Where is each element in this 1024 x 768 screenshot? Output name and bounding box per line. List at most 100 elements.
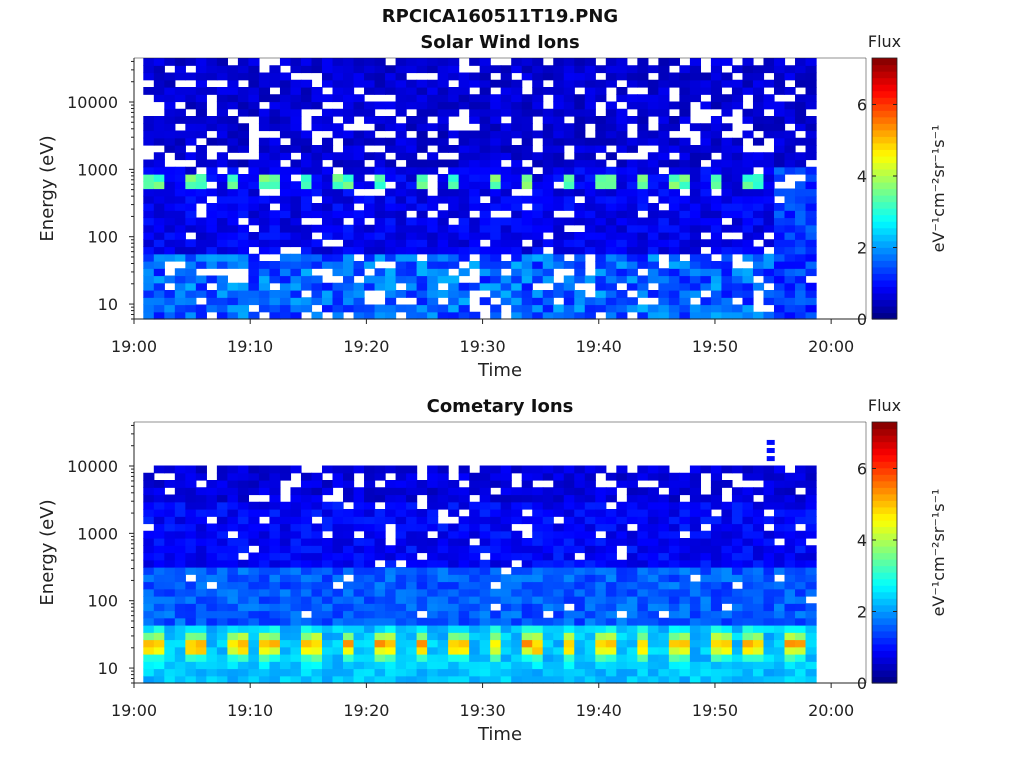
spectrogram-cell xyxy=(700,668,712,677)
spectrogram-cell xyxy=(237,509,250,517)
spectrogram-cell xyxy=(374,116,386,124)
spectrogram-cell xyxy=(458,282,470,291)
spectrogram-cell xyxy=(206,494,218,503)
spectrogram-cell xyxy=(374,166,386,175)
spectrogram-cell xyxy=(731,275,744,284)
spectrogram-cell xyxy=(300,516,313,525)
spectrogram-cell xyxy=(343,632,355,641)
spectrogram-cell xyxy=(805,261,817,269)
figure-title: RPCICA160511T19.PNG xyxy=(381,6,619,27)
spectrogram-cell xyxy=(563,494,575,503)
spectrogram-cell xyxy=(343,646,355,655)
spectrogram-cell xyxy=(689,596,702,604)
spectrogram-cell xyxy=(490,174,502,182)
spectrogram-cell xyxy=(490,116,502,124)
spectrogram-cell xyxy=(710,501,723,510)
spectrogram-cell xyxy=(637,224,649,233)
spectrogram-cell xyxy=(679,87,691,95)
spectrogram-cell xyxy=(206,217,218,226)
spectrogram-cell xyxy=(300,639,313,648)
spectrogram-cell xyxy=(668,523,680,532)
spectrogram-cell xyxy=(679,159,691,168)
spectrogram-cell xyxy=(185,509,197,517)
spectrogram-cell xyxy=(332,188,344,197)
spectrogram-cell xyxy=(521,174,533,182)
spectrogram-cell xyxy=(563,516,575,525)
spectrogram-cell xyxy=(332,480,344,488)
spectrogram-cell xyxy=(731,181,744,190)
spectrogram-cell xyxy=(584,116,596,124)
spectrogram-cell xyxy=(206,290,218,298)
spectrogram-cell xyxy=(374,646,386,655)
spectrogram-cell xyxy=(332,523,344,532)
spectrogram-cell xyxy=(332,290,344,298)
spectrogram-cell xyxy=(143,181,155,190)
spectrogram-cell xyxy=(458,603,470,612)
spectrogram-cell xyxy=(237,632,250,641)
spectrogram-cell xyxy=(763,166,775,175)
spectrogram-cell xyxy=(385,253,397,262)
spectrogram-cell xyxy=(364,137,376,146)
spectrogram-cell xyxy=(574,297,586,306)
spectrogram-cell xyxy=(795,654,807,662)
spectrogram-cell xyxy=(637,559,649,568)
colorbar-segment xyxy=(872,663,897,671)
spectrogram-cell xyxy=(195,282,207,291)
spectrogram-cell xyxy=(511,545,523,554)
spectrogram-cell xyxy=(479,130,491,139)
spectrogram-cell xyxy=(658,145,670,153)
spectrogram-cell xyxy=(742,210,754,219)
spectrogram-cell xyxy=(521,123,533,132)
spectrogram-cell xyxy=(742,87,754,95)
spectrogram-cell xyxy=(143,275,155,284)
spectrogram-cell xyxy=(773,523,786,532)
spectrogram-cell xyxy=(553,246,565,255)
spectrogram-cell xyxy=(689,195,702,204)
spectrogram-cell xyxy=(595,166,607,175)
spectrogram-cell xyxy=(616,181,628,190)
spectrogram-cell xyxy=(237,617,250,626)
spectrogram-cell xyxy=(458,145,470,153)
spectrogram-cell xyxy=(364,494,376,503)
spectrogram-cell xyxy=(700,574,712,583)
spectrogram-cell xyxy=(490,632,502,641)
spectrogram-cell xyxy=(448,253,460,262)
spectrogram-cell xyxy=(153,72,165,81)
spectrogram-cell xyxy=(553,72,565,81)
spectrogram-cell xyxy=(153,596,165,604)
spectrogram-cell xyxy=(458,203,470,211)
spectrogram-cell xyxy=(479,639,491,648)
spectrogram-cell xyxy=(605,130,617,139)
spectrogram-cell xyxy=(385,101,397,110)
spectrogram-cell xyxy=(248,530,260,539)
spectrogram-cell xyxy=(574,646,586,655)
spectrogram-cell xyxy=(153,239,165,248)
spectrogram-cell xyxy=(511,625,523,633)
spectrogram-cell xyxy=(427,523,439,532)
spectrogram-cell xyxy=(227,567,239,575)
spectrogram-cell xyxy=(300,195,313,204)
spectrogram-cell xyxy=(374,217,386,226)
spectrogram-cell xyxy=(227,282,239,291)
spectrogram-cell xyxy=(406,311,418,320)
spectrogram-cell xyxy=(174,494,186,503)
spectrogram-cell xyxy=(153,545,165,554)
spectrogram-cell xyxy=(553,552,565,561)
spectrogram-cell xyxy=(616,668,628,677)
colorbar-segment xyxy=(872,84,897,92)
spectrogram-cell xyxy=(805,130,817,139)
spectrogram-cell xyxy=(763,494,775,503)
spectrogram-cell xyxy=(279,675,292,684)
spectrogram-cell xyxy=(321,552,334,561)
spectrogram-cell xyxy=(300,661,313,670)
spectrogram-cell xyxy=(511,603,523,612)
spectrogram-cell xyxy=(416,545,428,554)
spectrogram-cell xyxy=(427,94,439,103)
spectrogram-cell xyxy=(406,123,418,132)
spectrogram-cell xyxy=(795,203,807,211)
spectrogram-cell xyxy=(616,246,628,255)
spectrogram-cell xyxy=(731,501,744,510)
spectrogram-cell xyxy=(658,137,670,146)
spectrogram-cell xyxy=(406,290,418,298)
spectrogram-cell xyxy=(300,137,313,146)
